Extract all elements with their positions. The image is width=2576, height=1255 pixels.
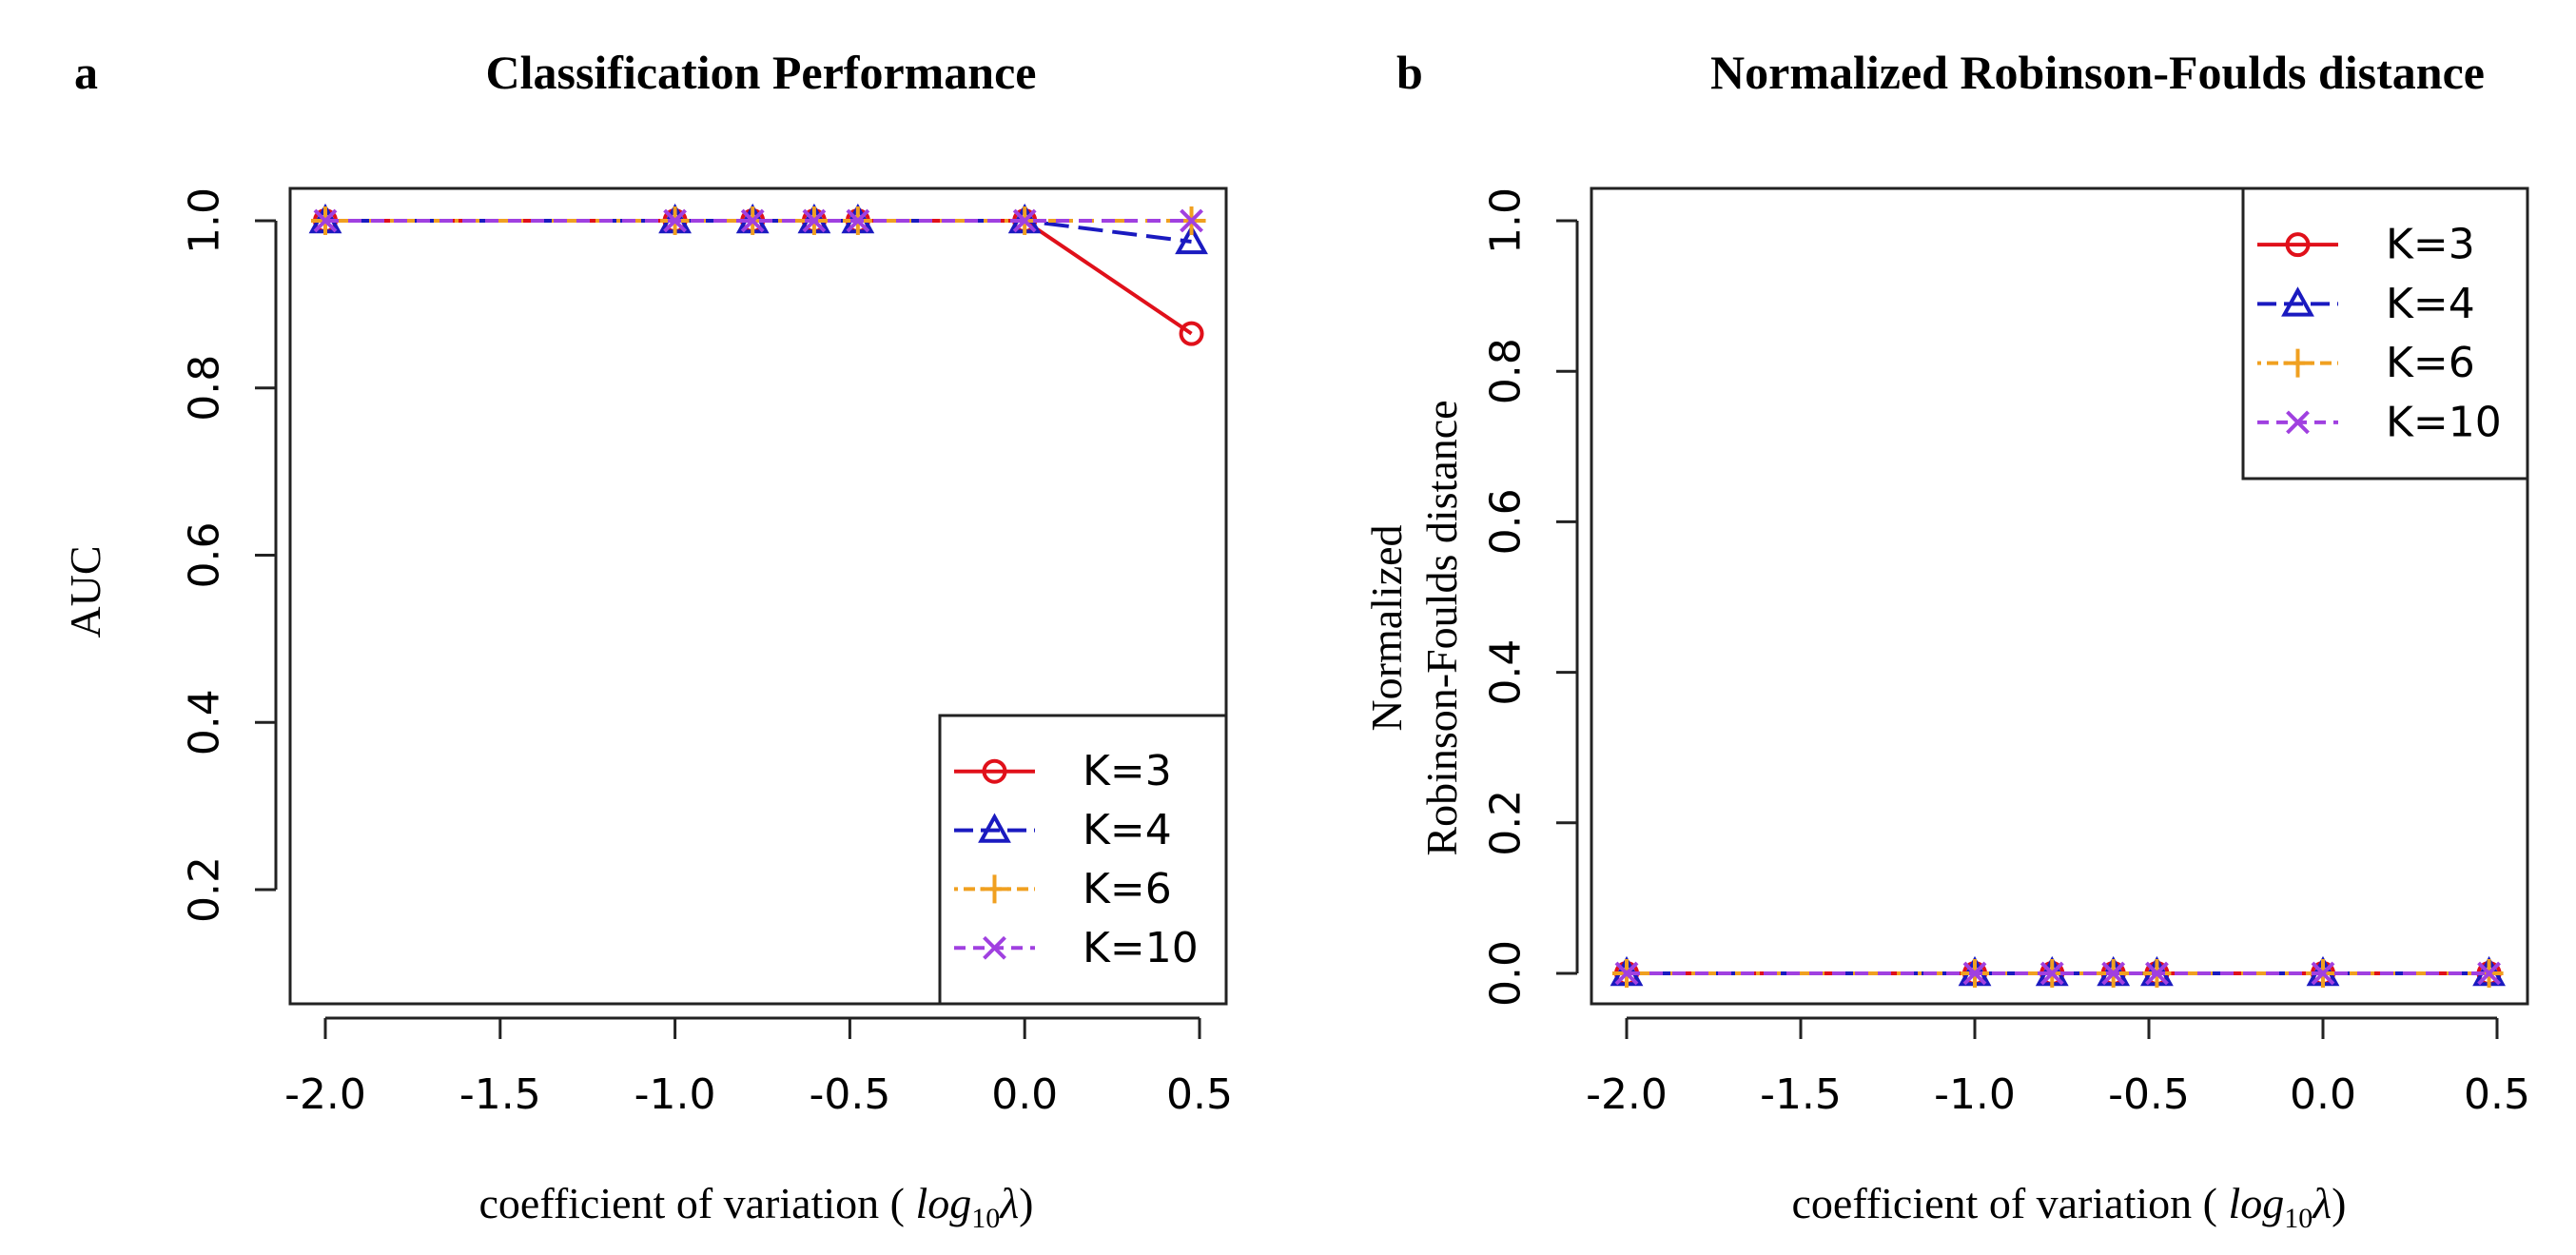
legend-marker <box>2286 410 2310 435</box>
data-point <box>2477 961 2501 986</box>
y-tick-label: 0.2 <box>1482 790 1531 856</box>
x-axis-label-part: coefficient of variation ( <box>479 1179 916 1227</box>
y-tick-label: 1.0 <box>1482 187 1531 254</box>
legend-marker <box>980 874 1009 904</box>
data-point <box>1179 321 1204 346</box>
x-axis-label-part: ) <box>2332 1179 2346 1227</box>
x-axis-label-part: 10 <box>971 1203 1000 1234</box>
y-tick-label: 0.6 <box>181 522 229 589</box>
legend-label: K=3 <box>2386 221 2475 269</box>
legend-marker <box>2283 348 2313 378</box>
y-tick-label: 0.8 <box>1482 338 1531 404</box>
x-axis-label: coefficient of variation ( log10λ) <box>1792 1179 2347 1234</box>
data-point <box>802 208 827 233</box>
y-axis-label-line: Robinson-Foulds distance <box>1417 400 1466 855</box>
legend-marker <box>978 813 1011 843</box>
legend-marker <box>2285 232 2311 258</box>
x-tick-label: -0.5 <box>809 1070 890 1119</box>
y-tick-label: 0.0 <box>1482 940 1531 1007</box>
legend-label: K=6 <box>2386 339 2475 387</box>
y-tick-label: 0.8 <box>181 355 229 422</box>
y-axis-label: Normalized Robinson-Foulds distance <box>1362 400 1466 855</box>
data-point <box>313 208 338 233</box>
chart-title: Normalized Robinson-Foulds distance <box>1710 46 2485 99</box>
data-point <box>2311 961 2335 986</box>
legend-label: K=10 <box>1083 924 1199 972</box>
data-point <box>2101 961 2126 986</box>
x-tick-label: -2.0 <box>284 1070 366 1119</box>
data-point <box>846 208 870 233</box>
legend: K=3 K=4 K=6 K=10 <box>938 714 1228 1006</box>
x-tick-label: -1.0 <box>634 1070 716 1119</box>
y-tick-label: 1.0 <box>181 187 229 254</box>
x-tick-label: 0.0 <box>2290 1070 2356 1119</box>
legend-label: K=4 <box>1083 806 1172 854</box>
x-tick-label: 0.5 <box>1166 1070 1233 1119</box>
y-axis-label: AUC <box>61 545 109 637</box>
y-tick-label: 0.4 <box>181 689 229 755</box>
data-point <box>1962 961 1987 986</box>
y-tick-label: 0.2 <box>181 856 229 923</box>
x-tick-label: -2.0 <box>1586 1070 1668 1119</box>
series-k10 <box>1614 961 2501 986</box>
panel-letter: b <box>1396 46 1423 99</box>
x-tick-label: -1.0 <box>1934 1070 2016 1119</box>
data-point <box>1175 224 1208 255</box>
data-point <box>2039 961 2064 986</box>
data-point <box>740 208 765 233</box>
x-axis-label-part: λ <box>2311 1179 2332 1227</box>
data-point <box>1012 208 1037 233</box>
y-axis-label-line: Normalized <box>1362 524 1411 731</box>
x-axis-label: coefficient of variation ( log10λ) <box>479 1179 1034 1234</box>
x-axis-label-part: log <box>915 1179 971 1227</box>
legend-label: K=6 <box>1083 865 1172 913</box>
legend: K=3 K=4 K=6 K=10 <box>2241 186 2529 480</box>
panel-b: b Normalized Robinson-Foulds distance -2.0… <box>1362 46 2530 1234</box>
series-k10 <box>313 208 1203 233</box>
panel-letter: a <box>74 46 98 99</box>
data-point <box>2145 961 2169 986</box>
legend-marker <box>983 935 1006 960</box>
legend-label: K=4 <box>2386 280 2475 328</box>
x-tick-label: -1.5 <box>1760 1070 1842 1119</box>
y-axis-label-line: AUC <box>61 545 109 637</box>
x-tick-label: 0.0 <box>991 1070 1058 1119</box>
panel-a: a Classification Performance -2.0 -1.5 -1.0 -… <box>61 46 1233 1234</box>
x-axis-label-part: ) <box>1019 1179 1033 1227</box>
x-tick-label: -0.5 <box>2108 1070 2190 1119</box>
legend-marker <box>2281 286 2314 317</box>
x-axis-label-part: log <box>2228 1179 2284 1227</box>
x-tick-label: -1.5 <box>459 1070 541 1119</box>
data-point <box>663 208 688 233</box>
y-tick-label: 0.6 <box>1482 488 1531 555</box>
legend-marker <box>982 758 1007 784</box>
x-axis-label-part: λ <box>998 1179 1019 1227</box>
x-tick-label: 0.5 <box>2464 1070 2530 1119</box>
chart-title: Classification Performance <box>485 46 1036 99</box>
legend-label: K=10 <box>2386 398 2502 446</box>
x-axis-label-part: coefficient of variation ( <box>1792 1179 2229 1227</box>
legend-label: K=3 <box>1083 747 1172 795</box>
plot-frame <box>1590 186 2529 1006</box>
series-line <box>325 219 1193 336</box>
data-point <box>1180 208 1203 233</box>
data-point <box>1614 961 1639 986</box>
y-tick-label: 0.4 <box>1482 639 1531 706</box>
plot-frame <box>288 186 1228 1006</box>
x-axis-label-part: 10 <box>2284 1203 2313 1234</box>
